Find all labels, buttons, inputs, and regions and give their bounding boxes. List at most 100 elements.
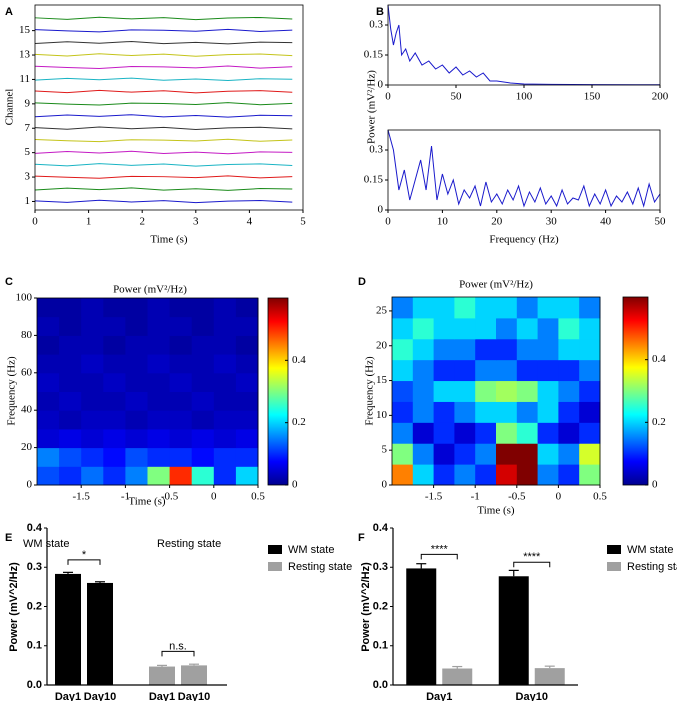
heat-cell bbox=[191, 335, 215, 355]
x-tick-label: 4 bbox=[247, 216, 253, 228]
heat-cell bbox=[516, 317, 539, 340]
heat-cell bbox=[433, 359, 455, 382]
heat-cell bbox=[412, 422, 435, 444]
heat-cell bbox=[412, 338, 435, 361]
heat-cell bbox=[37, 335, 60, 355]
heat-cell bbox=[169, 391, 193, 411]
heat-cell bbox=[147, 447, 171, 467]
heat-cell bbox=[516, 297, 539, 319]
heat-cell bbox=[147, 372, 171, 392]
y-tick-label: 100 bbox=[16, 292, 33, 304]
heat-cell bbox=[454, 317, 476, 340]
heat-cell bbox=[392, 380, 414, 402]
heat-cell bbox=[392, 317, 414, 340]
heat-cell bbox=[496, 338, 518, 361]
heat-cell bbox=[213, 447, 237, 467]
y-tick-label: 0.15 bbox=[364, 49, 384, 61]
heat-cell bbox=[125, 410, 148, 430]
x-tick-label: 150 bbox=[584, 91, 601, 103]
x-tick-label: Day1 bbox=[55, 691, 81, 701]
heat-cell bbox=[103, 354, 126, 374]
y-tick-label: 0.2 bbox=[373, 600, 388, 612]
heat-cell bbox=[496, 401, 518, 423]
colorbar-tick-label: 0 bbox=[652, 479, 658, 491]
y-tick-label: 0 bbox=[27, 479, 33, 491]
heat-cell bbox=[147, 316, 171, 336]
bar bbox=[442, 668, 473, 685]
heat-cell bbox=[433, 338, 455, 361]
heat-cell bbox=[392, 464, 414, 486]
y-tick-label: 40 bbox=[21, 404, 33, 416]
x-tick-label: 100 bbox=[516, 91, 533, 103]
heat-cell bbox=[103, 335, 126, 355]
heat-cell bbox=[81, 316, 104, 336]
heat-cell bbox=[81, 428, 104, 449]
heat-cell bbox=[516, 464, 539, 486]
heat-cell bbox=[59, 391, 82, 411]
y-axis-label: Power (mV^2/Hz) bbox=[360, 562, 372, 652]
heat-cell bbox=[558, 380, 580, 402]
heat-cell bbox=[537, 443, 559, 465]
heat-cell bbox=[433, 422, 455, 444]
x-tick-label: 0 bbox=[385, 216, 391, 228]
colorbar-tick-label: 0.4 bbox=[652, 353, 666, 365]
legend-label: Resting state bbox=[288, 561, 352, 573]
heat-cell bbox=[475, 443, 497, 465]
heat-cell bbox=[392, 338, 414, 361]
bar bbox=[406, 568, 437, 685]
x-tick-label: 0.5 bbox=[251, 491, 265, 503]
heat-cell bbox=[59, 410, 82, 430]
x-tick-label: Day10 bbox=[178, 691, 210, 701]
heat-cell bbox=[235, 447, 259, 467]
heat-cell bbox=[454, 359, 476, 382]
heat-cell bbox=[558, 359, 580, 382]
legend-swatch bbox=[268, 545, 282, 554]
y-tick-label: 0.3 bbox=[27, 561, 42, 573]
colorbar-tick-label: 0.2 bbox=[652, 416, 666, 428]
heat-cell bbox=[475, 359, 497, 382]
y-tick-label: 9 bbox=[25, 97, 31, 109]
heat-cell bbox=[103, 447, 126, 467]
colorbar-tick-label: 0 bbox=[292, 479, 298, 491]
trace bbox=[34, 187, 293, 191]
x-tick-label: -0.5 bbox=[508, 491, 526, 503]
heat-cell bbox=[579, 317, 601, 340]
y-tick-label: 0 bbox=[382, 479, 388, 491]
heat-cell bbox=[37, 410, 60, 430]
heat-cell bbox=[433, 317, 455, 340]
x-tick-label: 0 bbox=[385, 91, 391, 103]
heat-cell bbox=[579, 464, 601, 486]
y-tick-label: 20 bbox=[21, 441, 33, 453]
heat-cell bbox=[235, 428, 259, 449]
y-tick-label: 25 bbox=[376, 304, 388, 316]
panel-label: A bbox=[5, 6, 13, 18]
heat-cell bbox=[125, 298, 148, 318]
panel-label: D bbox=[358, 276, 366, 288]
heat-cell bbox=[125, 354, 148, 374]
heat-cell bbox=[81, 466, 104, 486]
panel-label: F bbox=[358, 532, 365, 544]
heat-cell bbox=[191, 298, 215, 318]
y-axis-label: Channel bbox=[4, 89, 16, 126]
bar bbox=[87, 582, 113, 685]
heat-cell bbox=[579, 380, 601, 402]
x-tick-label: -1.5 bbox=[425, 491, 443, 503]
heat-cell bbox=[169, 354, 193, 374]
heat-cell bbox=[37, 466, 60, 486]
heat-cell bbox=[235, 372, 259, 392]
heat-cell bbox=[37, 447, 60, 467]
legend-label: Resting state bbox=[627, 561, 677, 573]
heat-cell bbox=[169, 335, 193, 355]
heat-cell bbox=[235, 298, 259, 318]
x-tick-label: 40 bbox=[600, 216, 612, 228]
heat-cell bbox=[103, 372, 126, 392]
heat-cell bbox=[125, 428, 148, 449]
x-tick-label: Day1 bbox=[426, 691, 452, 701]
heat-cell bbox=[125, 391, 148, 411]
legend-label: WM state bbox=[288, 544, 334, 556]
x-tick-label: 3 bbox=[193, 216, 199, 228]
heat-cell bbox=[59, 354, 82, 374]
trace bbox=[34, 65, 293, 69]
heat-cell bbox=[475, 338, 497, 361]
heat-cell bbox=[496, 464, 518, 486]
